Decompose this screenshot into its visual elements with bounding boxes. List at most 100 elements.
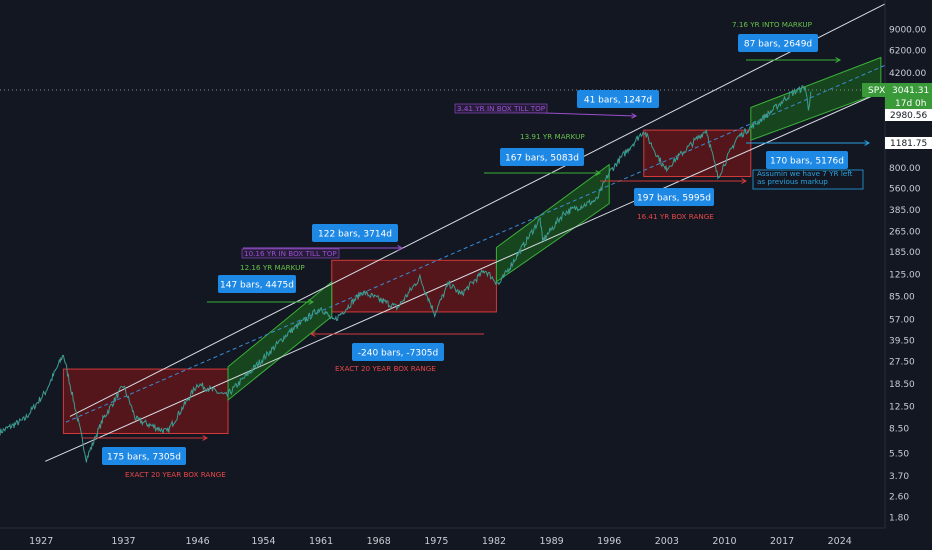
callout-label: 167 bars, 5083d (505, 154, 579, 164)
arrow-head (741, 178, 748, 184)
x-tick-label: 1961 (309, 536, 333, 547)
note-label: 16.41 YR BOX RANGE (637, 212, 714, 221)
price-tags: SPX 3041.31 17d 0h 2980.56 1181.75 (862, 83, 932, 149)
x-tick-label: 2024 (828, 536, 852, 547)
price-line-down-ticks (0, 85, 812, 463)
note-label: 10.16 YR IN BOX TILL TOP (244, 249, 337, 258)
callout-box (577, 90, 659, 108)
callout-box (766, 151, 848, 169)
last-price-symbol: SPX (868, 86, 885, 96)
x-tick-label: 1968 (367, 536, 391, 547)
note-label: 7.16 YR INTO MARKUP (732, 20, 813, 29)
callout-box (738, 34, 818, 52)
countdown-value: 17d 0h (895, 99, 926, 109)
note-highlight (454, 103, 548, 114)
x-tick-label: 1954 (251, 536, 275, 547)
last-price-tag (862, 83, 932, 97)
level-tag-a-value: 2980.56 (890, 111, 927, 121)
note-label: EXACT 20 YEAR BOX RANGE (335, 364, 436, 373)
measure-callouts: 175 bars, 7305d 147 bars, 4475d 122 bars, … (102, 34, 848, 465)
note-highlight (241, 248, 340, 259)
callout-box (312, 224, 398, 242)
y-tick-label: 4200.00 (889, 69, 926, 79)
x-tick-label: 2017 (770, 536, 794, 547)
y-tick-label: 265.00 (889, 227, 921, 237)
x-axis: 1927 1937 1946 1954 1961 1968 1975 1982 1989 1996… (29, 536, 852, 547)
callout-box (218, 275, 296, 293)
arrow-head (397, 245, 404, 251)
markup-channel (495, 163, 610, 283)
callout-label: 122 bars, 3714d (318, 230, 392, 240)
x-tick-label: 2003 (655, 536, 679, 547)
x-tick-label: 1927 (29, 536, 53, 547)
arrow-head (835, 57, 842, 63)
arrow-head (631, 113, 638, 119)
x-tick-label: 1937 (111, 536, 135, 547)
y-axis: 9000.00 6200.00 4200.00 800.00 560.00 385.00 2… (889, 25, 926, 523)
y-tick-label: 18.50 (889, 380, 915, 390)
y-tick-label: 800.00 (889, 164, 921, 174)
channel-upper-line (69, 3, 886, 417)
level-tag-b-value: 1181.75 (890, 139, 927, 149)
arrow-head (308, 299, 315, 305)
callout-label: 41 bars, 1247d (584, 96, 652, 106)
note-label: 13.91 YR MARKUP (520, 132, 585, 141)
x-tick-label: 1989 (539, 536, 563, 547)
callout-box (352, 343, 444, 361)
y-tick-label: 8.50 (889, 425, 909, 435)
x-tick-label: 1996 (597, 536, 621, 547)
box-range (62, 368, 229, 434)
level-tag-a (885, 109, 932, 121)
note-box (752, 169, 864, 190)
callout-label: 147 bars, 4475d (220, 281, 294, 291)
level-tag-b (885, 137, 932, 149)
y-tick-label: 6200.00 (889, 47, 926, 57)
x-tick-label: 1975 (424, 536, 448, 547)
y-tick-label: 39.50 (889, 336, 915, 346)
callout-box (102, 447, 186, 465)
price-series (0, 85, 812, 463)
y-tick-label: 3.70 (889, 472, 909, 482)
note-label: EXACT 20 YEAR BOX RANGE (125, 470, 226, 479)
y-tick-label: 385.00 (889, 206, 921, 216)
y-tick-label: 125.00 (889, 270, 921, 280)
arrow-head (595, 170, 602, 176)
x-tick-label: 2010 (712, 536, 736, 547)
y-tick-label: 1.80 (889, 514, 909, 524)
note-line: as previous markup (757, 177, 828, 186)
y-tick-label: 185.00 (889, 248, 921, 258)
y-tick-label: 85.00 (889, 293, 915, 303)
callout-label: -240 bars, -7305d (358, 349, 439, 359)
text-annotations: EXACT 20 YEAR BOX RANGE 12.16 YR MARKUP 10… (125, 20, 864, 479)
callout-box (634, 188, 714, 206)
callout-label: 175 bars, 7305d (107, 453, 181, 463)
last-price-value: 3041.31 (892, 86, 929, 96)
callout-label: 87 bars, 2649d (744, 40, 812, 50)
y-tick-label: 2.60 (889, 492, 909, 502)
callout-box (500, 148, 584, 166)
y-tick-label: 27.50 (889, 357, 915, 367)
x-tick-label: 1946 (185, 536, 209, 547)
note-label: 12.16 YR MARKUP (240, 263, 305, 272)
y-tick-label: 5.50 (889, 450, 909, 460)
channel-lower-line (45, 89, 886, 462)
callout-label: 197 bars, 5995d (637, 194, 711, 204)
trend-channel (0, 3, 886, 462)
y-tick-label: 9000.00 (889, 25, 926, 35)
note-line: Assumin we have 7 YR left (757, 169, 853, 178)
y-tick-label: 560.00 (889, 184, 921, 194)
note-label: Assumin we have 7 YR left as previous mar… (757, 169, 853, 186)
arrow-head (202, 435, 209, 441)
callout-label: 170 bars, 5176d (770, 157, 844, 167)
y-tick-label: 57.00 (889, 315, 915, 325)
note-label: 3.41 YR IN BOX TILL TOP (457, 104, 546, 113)
channel-midline (65, 64, 886, 423)
x-tick-label: 1982 (482, 536, 506, 547)
arrow-head (864, 140, 871, 146)
countdown-tag (885, 97, 932, 109)
y-tick-label: 12.50 (889, 402, 915, 412)
box-range (331, 259, 497, 313)
box-range (643, 129, 752, 178)
arrow-head (309, 331, 316, 337)
